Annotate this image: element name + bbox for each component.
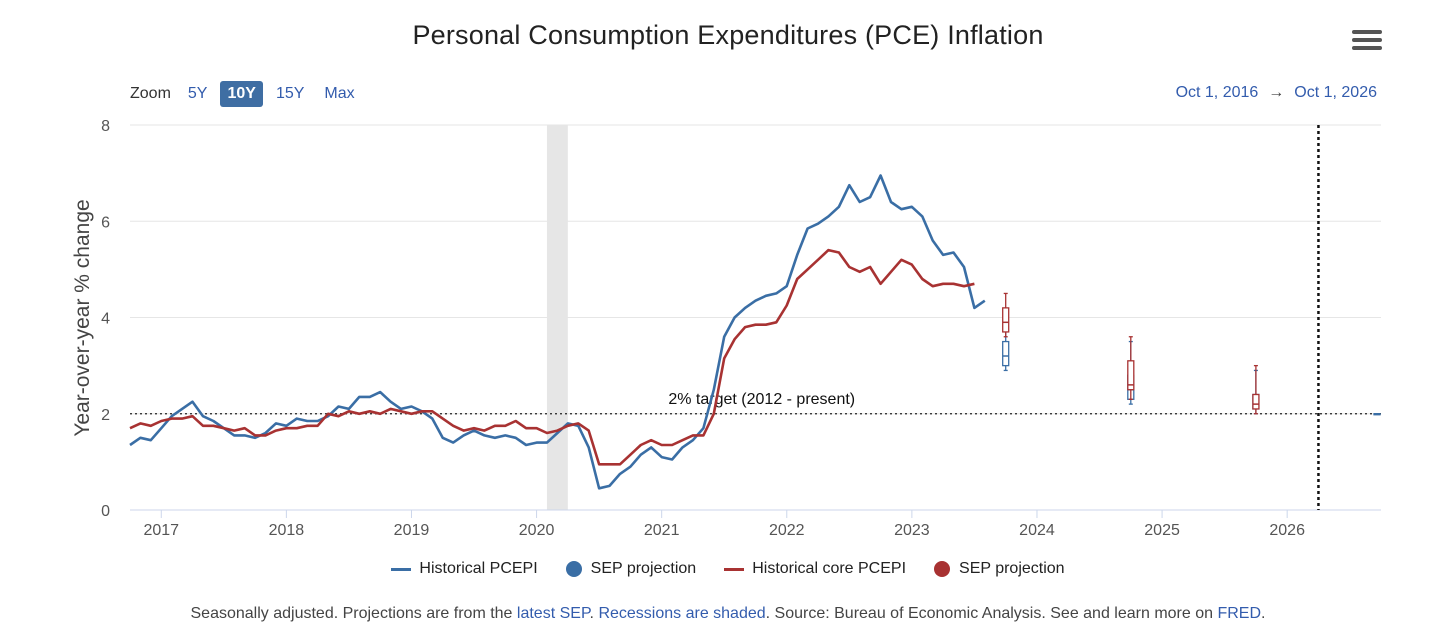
footer-text: . Source: Bureau of Economic Analysis. S… <box>765 605 1218 622</box>
zoom-10y-button[interactable]: 10Y <box>220 81 263 107</box>
sep-boxplot <box>1127 336 1135 400</box>
x-tick-label: 2025 <box>1144 522 1180 539</box>
y-tick-label: 8 <box>101 118 110 135</box>
x-tick-label: 2020 <box>519 522 555 539</box>
target-line-label: 2% target (2012 - present) <box>668 391 855 408</box>
menu-bar <box>1352 30 1382 34</box>
y-tick-label: 4 <box>101 311 110 328</box>
sep-boxplot <box>1252 364 1260 415</box>
zoom-5y-button[interactable]: 5Y <box>187 85 208 102</box>
legend-label: Historical core PCEPI <box>752 560 907 577</box>
x-tick-label: 2018 <box>269 522 305 539</box>
legend-label: SEP projection <box>959 560 1065 577</box>
latest-sep-link[interactable]: latest SEP <box>516 605 590 622</box>
legend-item-sep-projection-headline[interactable]: SEP projection <box>565 560 697 578</box>
chart-title: Personal Consumption Expenditures (PCE) … <box>412 20 1044 50</box>
y-tick-label: 6 <box>101 214 110 231</box>
range-from[interactable]: Oct 1, 2016 <box>1175 84 1259 101</box>
footer-note: Seasonally adjusted. Projections are fro… <box>0 605 1456 623</box>
x-tick-label: 2017 <box>143 522 179 539</box>
footer-text: Seasonally adjusted. Projections are fro… <box>190 605 517 622</box>
zoom-15y-button[interactable]: 15Y <box>275 85 305 102</box>
sep-boxplot <box>1002 292 1010 338</box>
legend-dot-icon <box>565 561 582 577</box>
series-line-historical-core-pcepi <box>129 248 975 466</box>
zoom-label: Zoom <box>130 85 171 102</box>
boxplot-box <box>1002 307 1010 333</box>
date-range: Oct 1, 2016 → Oct 1, 2026 <box>1176 84 1377 102</box>
x-tick-label: 2024 <box>1019 522 1055 539</box>
legend-label: SEP projection <box>590 560 697 577</box>
zoom-controls: Zoom 5Y 10Y 15Y Max <box>130 80 368 108</box>
legend-line-icon <box>391 567 412 571</box>
legend-item-historical-core-pcepi[interactable]: Historical core PCEPI <box>724 560 906 578</box>
boxplot-box <box>1002 340 1010 367</box>
x-tick-label: 2022 <box>769 522 805 539</box>
range-to[interactable]: Oct 1, 2026 <box>1294 84 1377 101</box>
sep-boxplot <box>1373 413 1381 416</box>
recessions-link[interactable]: Recessions are shaded <box>598 605 766 622</box>
legend-line-icon <box>724 567 745 571</box>
legend-label: Historical PCEPI <box>419 560 538 577</box>
menu-bar <box>1352 46 1382 50</box>
y-axis-label: Year-over-year % change <box>71 199 94 436</box>
y-tick-label: 2 <box>101 407 110 424</box>
menu-bar <box>1352 38 1382 42</box>
series-line-historical-pcepi <box>129 174 986 490</box>
chart-canvas: 0 2 4 6 8 2017 2018 2019 2020 2021 2022 2023 2024 202… <box>71 118 1381 539</box>
range-arrow-icon: → <box>1268 84 1285 101</box>
footer-text: . <box>1261 605 1266 622</box>
x-tick-label: 2021 <box>644 522 680 539</box>
footer-text: . <box>589 605 599 622</box>
x-tick-label: 2019 <box>394 522 430 539</box>
fred-link[interactable]: FRED <box>1217 605 1262 622</box>
legend-item-historical-pcepi[interactable]: Historical PCEPI <box>391 560 538 578</box>
legend-dot-icon <box>934 561 951 577</box>
y-tick-label: 0 <box>101 503 110 520</box>
legend: Historical PCEPI SEP projection Historic… <box>0 560 1456 578</box>
legend-item-sep-projection-core[interactable]: SEP projection <box>934 560 1065 578</box>
zoom-max-button[interactable]: Max <box>324 85 355 102</box>
boxplot-box <box>1127 360 1135 391</box>
hamburger-menu-icon[interactable] <box>1352 30 1382 56</box>
boxplot-box <box>1252 393 1260 410</box>
x-tick-label: 2026 <box>1269 522 1305 539</box>
x-tick-label: 2023 <box>894 522 930 539</box>
